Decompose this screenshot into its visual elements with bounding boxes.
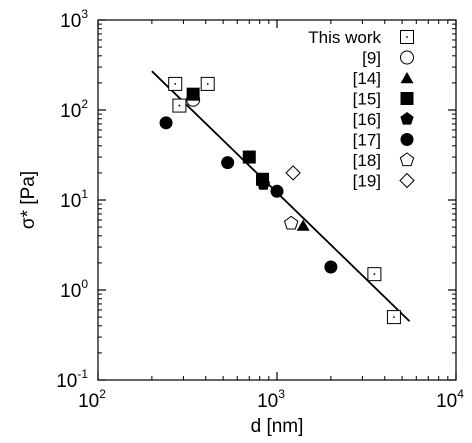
legend-label: [19] bbox=[353, 172, 381, 191]
legend-label: [14] bbox=[353, 69, 381, 88]
data-point bbox=[200, 76, 215, 91]
data-point bbox=[221, 156, 235, 170]
data-point bbox=[256, 177, 271, 190]
data-point bbox=[242, 150, 256, 164]
y-tick-label: 103 bbox=[60, 7, 88, 32]
data-point bbox=[172, 98, 187, 113]
data-point bbox=[285, 165, 301, 181]
y-tick-label: 10-1 bbox=[56, 367, 88, 392]
data-point bbox=[367, 267, 382, 282]
y-tick-label: 100 bbox=[60, 277, 88, 302]
x-axis-label: d [nm] bbox=[251, 416, 304, 437]
x-tick-label: 103 bbox=[257, 387, 285, 412]
legend-marker bbox=[400, 92, 414, 105]
legend-label: [16] bbox=[353, 110, 381, 129]
legend-marker bbox=[399, 152, 415, 167]
y-axis-label: σ* [Pa] bbox=[18, 171, 39, 229]
data-point bbox=[324, 260, 338, 274]
data-point bbox=[186, 87, 200, 101]
legend-marker bbox=[400, 133, 414, 146]
data-point bbox=[283, 215, 299, 230]
plot-frame bbox=[97, 19, 457, 381]
legend-label: [18] bbox=[353, 151, 381, 170]
y-tick-label: 102 bbox=[60, 97, 88, 122]
legend-marker bbox=[399, 172, 415, 189]
data-point bbox=[168, 76, 183, 91]
data-point bbox=[270, 184, 284, 198]
legend-marker bbox=[400, 112, 414, 125]
legend-label: This work bbox=[308, 28, 381, 47]
axis-ticks bbox=[97, 19, 457, 381]
legend-label: [15] bbox=[353, 90, 381, 109]
legend: This work [9][14] [15][16] [17][18] [19] bbox=[308, 28, 415, 191]
data-point bbox=[386, 310, 401, 325]
legend-label: [9] bbox=[362, 49, 381, 68]
data-point bbox=[296, 219, 310, 231]
x-tick-label: 104 bbox=[436, 387, 464, 412]
data-markers bbox=[159, 76, 401, 325]
tick-labels: 102 103 104 10-1 100 101 102 103 bbox=[56, 7, 464, 412]
legend-marker bbox=[400, 30, 414, 44]
legend-label: [17] bbox=[353, 131, 381, 150]
y-tick-label: 101 bbox=[60, 187, 88, 212]
x-tick-label: 102 bbox=[78, 387, 106, 412]
legend-marker bbox=[400, 50, 414, 65]
legend-marker bbox=[400, 72, 414, 84]
data-point bbox=[159, 116, 173, 130]
